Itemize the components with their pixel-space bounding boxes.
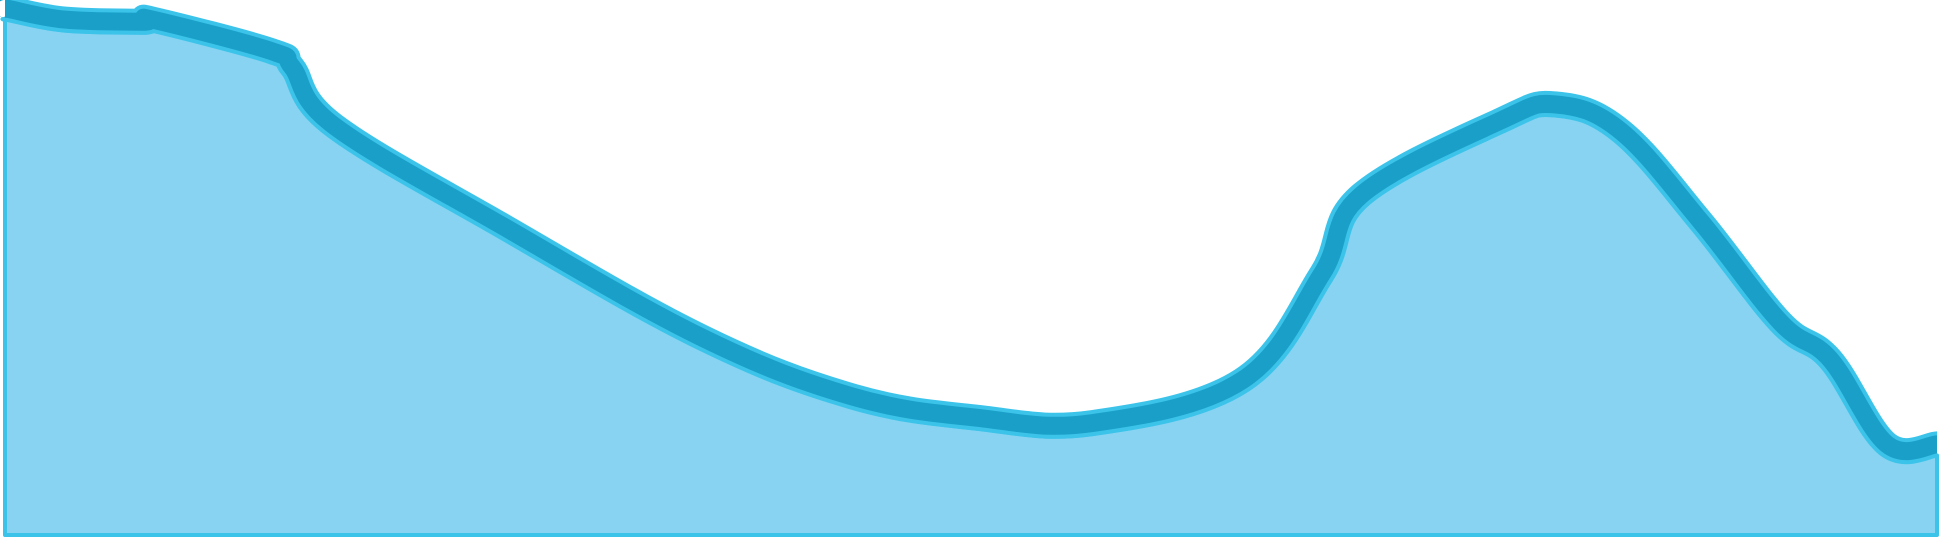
series-line: [0, 0, 1939, 461]
